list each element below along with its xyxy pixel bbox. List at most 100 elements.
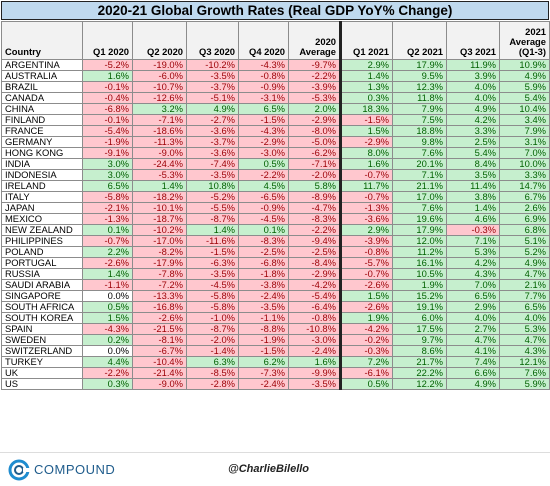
column-header: Q2 2021 — [392, 21, 447, 60]
table-row: US 0.3% -9.0% -2.8% -2.4% -3.5% 0.5% 12.2% 4.9% 5… — [1, 378, 550, 390]
value-cell: 4.6% — [446, 213, 500, 225]
value-cell: 0.1% — [82, 224, 133, 236]
column-header: 2021 Average (Q1-3) — [499, 21, 550, 60]
value-cell: 7.6% — [392, 202, 447, 214]
value-cell: 1.6% — [340, 158, 393, 170]
country-cell: INDONESIA — [1, 169, 83, 181]
value-cell: -21.4% — [132, 367, 187, 379]
value-cell: 1.4% — [82, 268, 133, 280]
value-cell: 6.8% — [499, 224, 550, 236]
value-cell: 4.2% — [446, 114, 500, 126]
country-cell: SWITZERLAND — [1, 345, 83, 357]
value-cell: -10.2% — [132, 224, 187, 236]
value-cell: 2.0% — [288, 103, 342, 115]
growth-table: Country Q1 2020 Q2 2020 Q3 2020 Q4 2020 2020 … — [1, 21, 550, 390]
value-cell: 6.5% — [238, 103, 289, 115]
value-cell: 3.8% — [446, 191, 500, 203]
value-cell: -3.1% — [238, 92, 289, 104]
value-cell: 4.0% — [446, 312, 500, 324]
value-cell: 7.2% — [340, 356, 393, 368]
value-cell: -6.3% — [186, 257, 239, 269]
value-cell: -0.7% — [82, 235, 133, 247]
value-cell: -8.4% — [288, 257, 342, 269]
table-row: ARGENTINA -5.2% -19.0% -10.2% -4.3% -9.7% 2.9%… — [1, 59, 550, 71]
value-cell: -2.5% — [238, 246, 289, 258]
value-cell: -0.7% — [340, 191, 393, 203]
column-header: Q4 2020 — [238, 21, 289, 60]
value-cell: 4.9% — [499, 257, 550, 269]
value-cell: 21.1% — [392, 180, 447, 192]
value-cell: 3.0% — [82, 169, 133, 181]
value-cell: 9.8% — [392, 136, 447, 148]
value-cell: 3.4% — [499, 114, 550, 126]
table-row: INDIA 3.0% -24.4% -7.4% 0.5% -7.1% 1.6% 20.1% 8.… — [1, 158, 550, 170]
table-row: IRELAND 6.5% 1.4% 10.8% 4.5% 5.8% 11.7% 21.1% 11… — [1, 180, 550, 192]
value-cell: 6.9% — [499, 213, 550, 225]
country-cell: SOUTH KOREA — [1, 312, 83, 324]
value-cell: 4.0% — [446, 92, 500, 104]
value-cell: -3.0% — [238, 147, 289, 159]
value-cell: 19.1% — [392, 301, 447, 313]
table-row: BRAZIL -0.1% -10.7% -3.7% -0.9% -3.9% 1.3% 12.3… — [1, 81, 550, 93]
value-cell: -3.7% — [186, 136, 239, 148]
value-cell: -10.1% — [132, 202, 187, 214]
country-cell: IRELAND — [1, 180, 83, 192]
country-cell: ITALY — [1, 191, 83, 203]
value-cell: 3.3% — [446, 125, 500, 137]
value-cell: 6.5% — [82, 180, 133, 192]
value-cell: -5.0% — [288, 136, 342, 148]
value-cell: -8.5% — [186, 367, 239, 379]
value-cell: 6.2% — [238, 356, 289, 368]
table-row: TURKEY 4.4% -10.4% 6.3% 6.2% 1.6% 7.2% 21.7% 7.4… — [1, 356, 550, 368]
value-cell: -5.3% — [288, 92, 342, 104]
value-cell: -6.4% — [288, 301, 342, 313]
value-cell: -3.0% — [288, 334, 342, 346]
value-cell: 0.5% — [82, 301, 133, 313]
value-cell: -8.7% — [186, 323, 239, 335]
value-cell: -4.5% — [186, 279, 239, 291]
value-cell: -8.2% — [132, 246, 187, 258]
value-cell: 5.1% — [499, 235, 550, 247]
value-cell: -4.3% — [238, 59, 289, 71]
value-cell: 0.5% — [340, 378, 393, 390]
country-cell: JAPAN — [1, 202, 83, 214]
value-cell: 1.5% — [340, 125, 393, 137]
footer: COMPOUND @CharlieBilello — [0, 452, 550, 486]
value-cell: -16.8% — [132, 301, 187, 313]
value-cell: 7.6% — [392, 147, 447, 159]
country-cell: FRANCE — [1, 125, 83, 137]
country-cell: NEW ZEALAND — [1, 224, 83, 236]
value-cell: 1.4% — [340, 70, 393, 82]
value-cell: -7.4% — [186, 158, 239, 170]
value-cell: 2.7% — [446, 323, 500, 335]
value-cell: 4.9% — [186, 103, 239, 115]
value-cell: -3.5% — [186, 70, 239, 82]
value-cell: -3.5% — [186, 169, 239, 181]
value-cell: -1.9% — [238, 334, 289, 346]
country-cell: TURKEY — [1, 356, 83, 368]
column-header: Q3 2020 — [186, 21, 239, 60]
value-cell: 17.5% — [392, 323, 447, 335]
value-cell: -5.5% — [186, 202, 239, 214]
value-cell: -0.3% — [446, 224, 500, 236]
value-cell: 1.4% — [186, 224, 239, 236]
table-row: SWITZERLAND 0.0% -6.7% -1.4% -1.5% -2.4% -0.3%… — [1, 345, 550, 357]
value-cell: -2.4% — [288, 345, 342, 357]
value-cell: 1.5% — [82, 312, 133, 324]
value-cell: 19.6% — [392, 213, 447, 225]
value-cell: 4.9% — [446, 378, 500, 390]
value-cell: 5.9% — [499, 378, 550, 390]
country-cell: BRAZIL — [1, 81, 83, 93]
table-row: SOUTH KOREA 1.5% -2.6% -1.0% -1.1% -0.8% 1.9% 6… — [1, 312, 550, 324]
value-cell: -5.8% — [82, 191, 133, 203]
value-cell: -5.2% — [82, 59, 133, 71]
value-cell: -4.5% — [238, 213, 289, 225]
value-cell: 0.1% — [238, 224, 289, 236]
table-row: AUSTRALIA 1.6% -6.0% -3.5% -0.8% -2.2% 1.4% 9.5… — [1, 70, 550, 82]
country-cell: PORTUGAL — [1, 257, 83, 269]
value-cell: -2.9% — [238, 136, 289, 148]
value-cell: -2.9% — [288, 268, 342, 280]
table-body: ARGENTINA -5.2% -19.0% -10.2% -4.3% -9.7% 2.9%… — [1, 59, 550, 390]
value-cell: 2.9% — [340, 59, 393, 71]
value-cell: 0.2% — [82, 334, 133, 346]
